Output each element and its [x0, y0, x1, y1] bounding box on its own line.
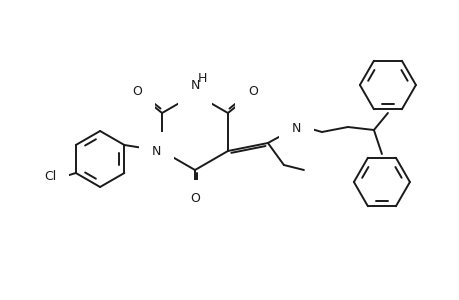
Text: O: O	[132, 85, 142, 98]
Text: O: O	[190, 193, 200, 206]
Text: H: H	[295, 113, 305, 126]
Text: H: H	[197, 72, 206, 85]
Text: N: N	[151, 145, 161, 158]
Text: O: O	[247, 85, 257, 98]
Text: N: N	[190, 79, 199, 92]
Text: N: N	[291, 122, 301, 134]
Text: Cl: Cl	[45, 170, 57, 184]
